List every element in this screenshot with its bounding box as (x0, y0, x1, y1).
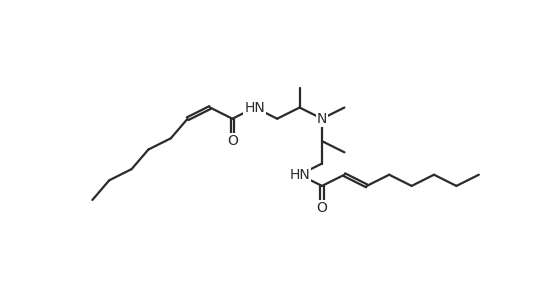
Text: O: O (227, 134, 238, 148)
Text: HN: HN (289, 168, 310, 182)
Text: HN: HN (244, 101, 265, 115)
Text: N: N (317, 112, 327, 126)
Text: O: O (316, 201, 328, 215)
